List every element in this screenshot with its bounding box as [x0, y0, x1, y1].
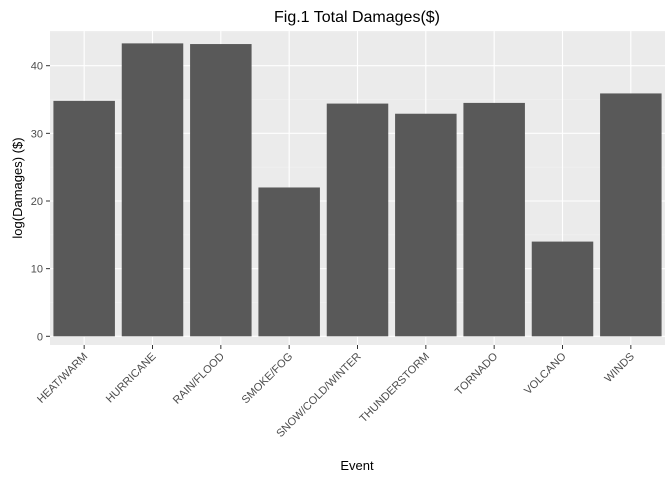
bar-tornado	[463, 102, 525, 337]
x-tick-label: RAIN/FLOOD	[171, 351, 227, 407]
y-tick-label: 20	[31, 196, 43, 208]
y-axis-title: log(Damages) ($)	[10, 137, 25, 238]
bar-hurricane	[121, 43, 184, 337]
bar-snow-cold-winter	[326, 103, 389, 337]
x-tick-label: VOLCANO	[522, 350, 569, 397]
x-axis-title: Event	[340, 458, 374, 473]
x-axis: HEAT/WARM HURRICANE RAIN/FLOOD SMOKE/FOGSNO…	[35, 345, 637, 440]
bar-thunderstorm	[395, 113, 457, 337]
x-tick-label: HURRICANE	[104, 351, 159, 406]
x-tick-label: TORNADO	[453, 350, 501, 398]
bar-winds	[600, 93, 662, 337]
bar-layer	[53, 43, 662, 337]
x-tick-label: THUNDERSTORM	[357, 351, 431, 425]
x-tick-label: WINDS	[603, 351, 637, 385]
bar-volcano	[531, 241, 594, 337]
y-tick-label: 30	[31, 128, 43, 140]
y-axis: 0 10 20 30 40	[31, 61, 50, 343]
y-tick-label: 0	[37, 331, 43, 343]
chart-title: Fig.1 Total Damages($)	[274, 9, 440, 26]
x-tick-label: SMOKE/FOG	[240, 351, 296, 407]
bar-heat-warm	[53, 100, 115, 337]
x-tick-label: HEAT/WARM	[35, 351, 90, 406]
y-tick-label: 10	[31, 264, 43, 276]
bar-smoke-fog	[258, 187, 320, 337]
bar-rain-flood	[190, 44, 252, 337]
y-tick-label: 40	[31, 61, 43, 73]
